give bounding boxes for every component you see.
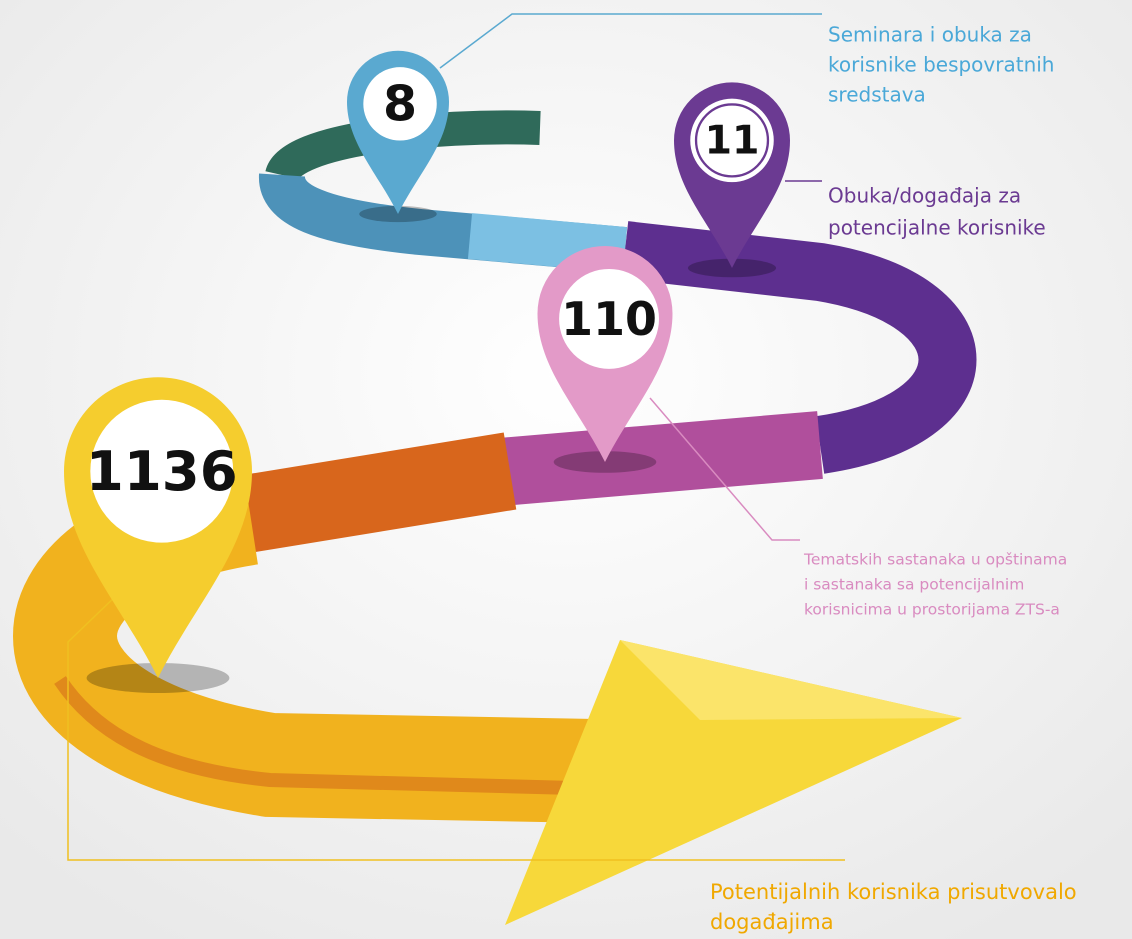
infographic: 8 11 110 1136 Seminara i obuka za korisn…: [0, 0, 1132, 939]
label-line: i sastanaka sa potencijalnim: [804, 576, 1024, 594]
label-line: Obuka/događaja za: [828, 184, 1021, 208]
label-line: potencijalne korisnike: [828, 216, 1046, 240]
road-orange: [240, 471, 510, 515]
pin-value: 8: [383, 75, 417, 132]
label-line: Tematskih sastanaka u opštinama: [803, 551, 1067, 569]
road-magenta: [500, 445, 820, 472]
label-line: događajima: [710, 910, 834, 934]
pin-value: 110: [561, 292, 657, 346]
label-line: Potentijalnih korisnika prisutvovalo: [710, 880, 1077, 904]
label-line: sredstava: [828, 83, 926, 107]
label-line: korisnike bespovratnih: [828, 53, 1054, 77]
page: 8 11 110 1136 Seminara i obuka za korisn…: [0, 0, 1132, 939]
label-line: Seminara i obuka za: [828, 23, 1032, 47]
pin-value: 1136: [86, 439, 238, 503]
pin-value: 11: [705, 117, 760, 163]
label-line: korisnicima u prostorijama ZTS-a: [804, 601, 1060, 619]
